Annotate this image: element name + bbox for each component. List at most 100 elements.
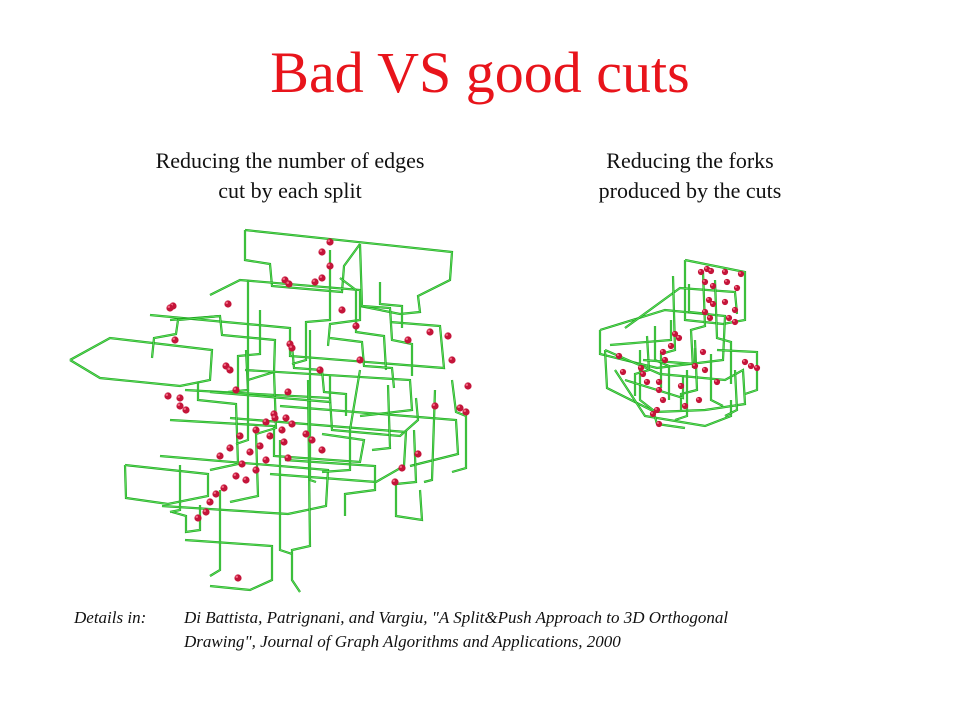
bad-node-shine (271, 411, 274, 414)
good-edge-highlight (599, 309, 726, 369)
bad-node-shine (282, 277, 285, 280)
good-node-shine (660, 397, 663, 400)
good-node-shine (748, 363, 751, 366)
bad-node-shine (177, 403, 180, 406)
bad-node (220, 484, 228, 492)
bad-node (356, 356, 364, 364)
bad-node (194, 514, 202, 522)
good-node-shine (644, 379, 647, 382)
good-edge-highlight (639, 350, 686, 429)
bad-node (448, 356, 456, 364)
right-caption: Reducing the forks produced by the cuts (490, 146, 890, 206)
good-node (713, 378, 721, 386)
bad-edge-highlight (309, 330, 317, 483)
bad-node (318, 446, 326, 454)
good-node (701, 366, 709, 374)
bad-node-shine (221, 485, 225, 488)
bad-node-shine (195, 515, 199, 518)
bad-node (308, 436, 316, 444)
bad-node-shine (457, 405, 460, 408)
bad-edge-highlight (149, 314, 445, 369)
bad-node (171, 336, 179, 344)
bad-node-shine (445, 333, 448, 336)
bad-node-shine (213, 491, 217, 494)
bad-node-shine (237, 433, 241, 436)
bad-node-shine (263, 419, 266, 422)
good-node-shine (702, 309, 705, 312)
bad-node-shine (167, 305, 170, 308)
bad-node-shine (312, 279, 315, 282)
bad-node-shine (353, 323, 356, 326)
bad-edge-highlight (197, 382, 239, 471)
bad-edge-highlight (379, 282, 403, 328)
good-node-shine (654, 407, 657, 410)
bad-node-shine (309, 437, 312, 440)
good-node (659, 348, 667, 356)
bad-node-shine (285, 455, 288, 458)
good-node-shine (656, 379, 659, 382)
bad-node (226, 366, 234, 374)
good-node (709, 300, 717, 308)
bad-edge-highlight (69, 337, 213, 387)
good-node (659, 396, 667, 404)
bad-node (431, 402, 439, 410)
bad-node-shine (183, 407, 186, 410)
good-node-shine (640, 371, 643, 374)
bad-node (462, 408, 470, 416)
bad-cuts-drawing (69, 228, 472, 593)
bad-node (238, 460, 246, 468)
bad-edge (169, 465, 182, 514)
bad-node-shine (203, 509, 207, 512)
bad-node-shine (172, 337, 175, 340)
bad-node (206, 498, 214, 506)
bad-node-shine (319, 275, 322, 278)
good-edge-highlight (674, 370, 688, 421)
details-label: Details in: (74, 608, 147, 627)
good-node-shine (682, 403, 685, 406)
good-node-shine (732, 319, 735, 322)
bad-node (302, 430, 310, 438)
bad-node-shine (177, 395, 180, 398)
good-node-shine (714, 379, 717, 382)
bad-edge-highlight (229, 371, 277, 503)
bad-node (216, 452, 224, 460)
left-caption: Reducing the number of edges cut by each… (90, 146, 490, 206)
good-node (649, 410, 657, 418)
good-node (615, 352, 623, 360)
good-node (723, 278, 731, 286)
good-edge-highlight (614, 369, 732, 427)
good-node (699, 348, 707, 356)
good-node (731, 306, 739, 314)
good-node-shine (702, 279, 705, 282)
bad-node-shine (287, 341, 290, 344)
good-node-shine (696, 397, 699, 400)
bad-edge-highlight (329, 337, 395, 389)
bad-node-shine (319, 249, 322, 252)
bad-node-shine (327, 239, 330, 242)
good-cuts-drawing (598, 258, 761, 430)
good-edge-highlight (604, 349, 746, 413)
bad-edge-highlight (124, 464, 209, 505)
bad-node-shine (327, 263, 330, 266)
bad-edge-highlight (284, 459, 376, 516)
good-node-shine (708, 268, 711, 271)
bad-node (262, 456, 270, 464)
good-edge (624, 376, 685, 400)
bad-node (316, 366, 324, 374)
good-node-shine (722, 299, 725, 302)
good-node (733, 284, 741, 292)
bad-edge-highlight (423, 389, 436, 483)
bad-node-shine (432, 403, 435, 406)
bad-node (284, 388, 292, 396)
bad-node (318, 248, 326, 256)
good-edge-highlight (624, 287, 738, 329)
bad-edge-highlight (209, 490, 221, 577)
good-node-shine (738, 271, 741, 274)
bad-edge-highlight (279, 405, 459, 467)
good-edge (713, 279, 733, 384)
bad-node (282, 414, 290, 422)
bad-node (391, 478, 399, 486)
bad-node-shine (286, 281, 289, 284)
bad-edge-highlight (159, 455, 329, 515)
bad-node-shine (415, 451, 418, 454)
